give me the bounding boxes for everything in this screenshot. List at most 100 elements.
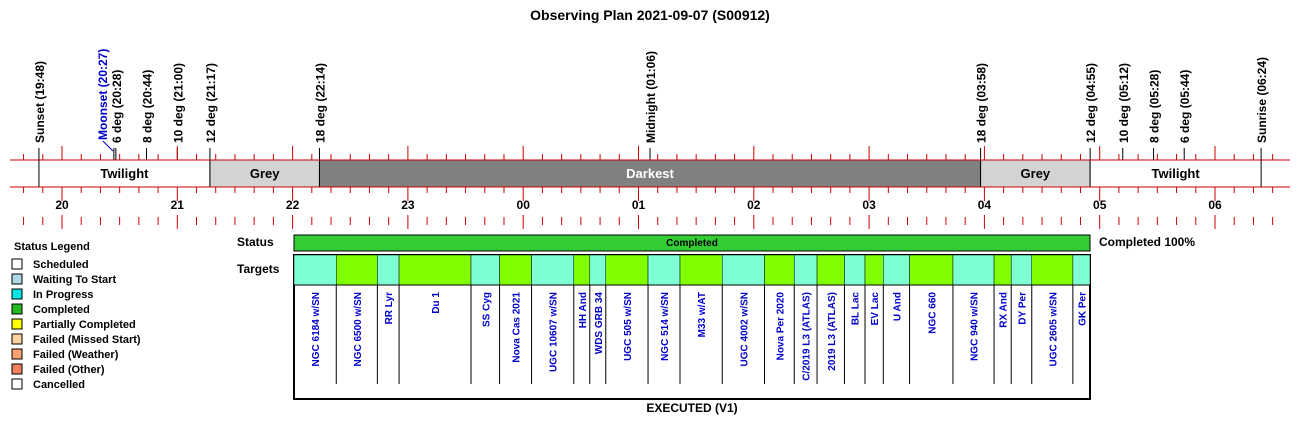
target-name: GK Per xyxy=(1077,292,1088,326)
target-name: NGC 6184 w/SN xyxy=(311,292,322,366)
status-legend: Status Legend Scheduled Waiting To Start In… xyxy=(11,241,141,391)
twilight-bands: Twilight Grey Darkest Grey Twilight xyxy=(38,159,1262,188)
target-name: 2019 L3 (ATLAS) xyxy=(827,292,838,371)
target-block xyxy=(293,254,337,286)
moonset-leader xyxy=(102,140,114,152)
target-name: WDS GRB 34 xyxy=(594,292,605,355)
hour-label: 05 xyxy=(1093,198,1107,212)
target-name: NGC 660 xyxy=(927,292,938,334)
event-label: Moonset (20:27) xyxy=(96,49,110,140)
legend-label: Scheduled xyxy=(33,259,89,271)
event-label: Sunrise (06:24) xyxy=(1255,57,1269,143)
target-block xyxy=(844,254,866,286)
footer-label: EXECUTED (V1) xyxy=(646,401,737,415)
hour-label: 21 xyxy=(171,198,185,212)
legend-swatch xyxy=(11,288,23,300)
status-row-label: Status xyxy=(237,235,274,249)
band-label: Grey xyxy=(1021,166,1051,181)
twilight-band xyxy=(980,159,1091,188)
target-block xyxy=(377,254,400,286)
hour-label: 03 xyxy=(862,198,876,212)
targets-row: Targets NGC 6184 w/SN NGC 6500 w/SN RR Lyr D… xyxy=(237,254,1091,415)
legend-label: Completed xyxy=(33,304,90,316)
legend-label: Waiting To Start xyxy=(33,274,116,286)
twilight-band xyxy=(38,159,211,188)
legend-swatch xyxy=(11,333,23,345)
twilight-band xyxy=(318,159,982,188)
status-bar xyxy=(293,234,1091,252)
target-name: RR Lyr xyxy=(384,292,395,325)
hour-label: 22 xyxy=(286,198,300,212)
status-row: Status Completed Completed 100% xyxy=(237,234,1195,252)
target-name: NGC 940 w/SN xyxy=(970,292,981,361)
target-name: EV Lac xyxy=(870,292,881,326)
target-block xyxy=(531,254,575,286)
hour-label: 06 xyxy=(1208,198,1222,212)
target-name: UGC 2605 w/SN xyxy=(1048,292,1059,366)
target-block xyxy=(1031,254,1074,286)
target-block xyxy=(679,254,723,286)
event-label: 6 deg (05:44) xyxy=(1178,70,1192,143)
legend-swatch xyxy=(11,363,23,375)
band-label: Twilight xyxy=(100,166,149,181)
target-name: UGC 10607 w/SN xyxy=(549,292,560,372)
targets-row-label: Targets xyxy=(237,262,280,276)
event-label: 8 deg (05:28) xyxy=(1148,70,1162,143)
event-label: 18 deg (03:58) xyxy=(975,63,989,143)
legend-swatch xyxy=(11,303,23,315)
target-block xyxy=(499,254,532,286)
legend-title: Status Legend xyxy=(14,241,90,253)
event-markers: Sunset (19:48) Moonset (20:27) 6 deg (20:2… xyxy=(33,49,1269,160)
status-summary: Completed 100% xyxy=(1099,235,1195,249)
target-name: UGC 505 w/SN xyxy=(623,292,634,361)
event-label: 10 deg (21:00) xyxy=(171,63,185,143)
target-name: BL Lac xyxy=(851,292,862,326)
target-name: SS Cyg xyxy=(481,292,492,327)
target-name: M33 w/AT xyxy=(697,292,708,337)
hour-label: 20 xyxy=(55,198,69,212)
target-block xyxy=(605,254,649,286)
target-name: Nova Per 2020 xyxy=(775,292,786,361)
target-name: RX And xyxy=(999,292,1010,328)
target-block xyxy=(764,254,795,286)
event-label: 18 deg (22:14) xyxy=(313,63,327,143)
target-block xyxy=(816,254,845,286)
target-block xyxy=(647,254,681,286)
target-block xyxy=(722,254,765,286)
event-label: 12 deg (21:17) xyxy=(204,63,218,143)
target-block xyxy=(883,254,910,286)
legend-label: Failed (Weather) xyxy=(33,349,119,361)
target-block xyxy=(573,254,591,286)
target-name: NGC 6500 w/SN xyxy=(353,292,364,366)
legend-swatch xyxy=(11,258,23,270)
hour-label: 01 xyxy=(632,198,646,212)
legend-label: Partially Completed xyxy=(33,319,136,331)
legend-swatch xyxy=(11,273,23,285)
band-label: Darkest xyxy=(626,166,674,181)
band-label: Twilight xyxy=(1152,166,1201,181)
legend-label: Cancelled xyxy=(33,379,85,391)
event-label: 10 deg (05:12) xyxy=(1117,63,1131,143)
target-name: HH And xyxy=(578,292,589,328)
hour-label: 04 xyxy=(978,198,992,212)
target-block xyxy=(993,254,1012,286)
target-block xyxy=(793,254,818,286)
hour-label: 00 xyxy=(517,198,531,212)
legend-swatch xyxy=(11,348,23,360)
legend-swatch xyxy=(11,318,23,330)
event-label: Midnight (01:06) xyxy=(644,51,658,143)
target-name: NGC 514 w/SN xyxy=(660,292,671,361)
target-name: UGC 4002 w/SN xyxy=(739,292,750,366)
legend-swatch xyxy=(11,378,23,390)
chart-title: Observing Plan 2021-09-07 (S00912) xyxy=(530,7,770,23)
target-block xyxy=(398,254,472,286)
target-block xyxy=(1010,254,1033,286)
target-name: Du 1 xyxy=(431,292,442,314)
hour-label: 23 xyxy=(401,198,415,212)
event-label: 12 deg (04:55) xyxy=(1084,63,1098,143)
target-block xyxy=(1072,254,1091,286)
legend-label: In Progress xyxy=(33,289,94,301)
target-block xyxy=(909,254,954,286)
event-label: 8 deg (20:44) xyxy=(141,70,155,143)
